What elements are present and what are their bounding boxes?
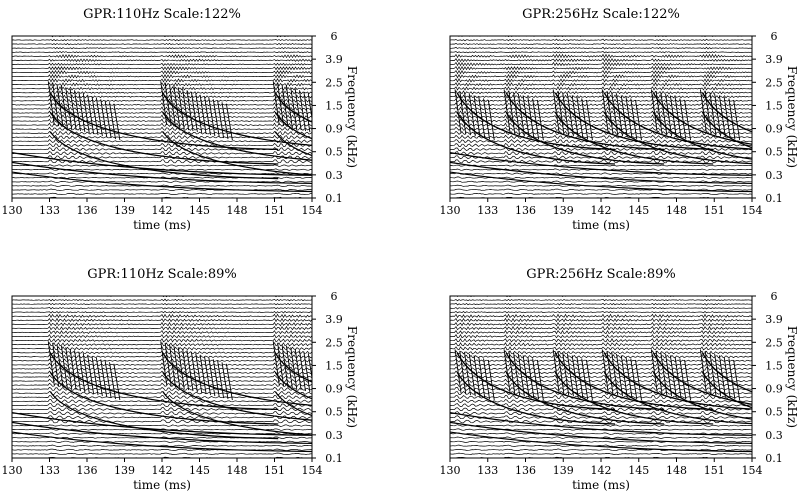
x-axis-label: time (ms) bbox=[572, 218, 630, 232]
x-tick-label: 145 bbox=[189, 204, 210, 217]
x-tick-label: 151 bbox=[704, 204, 725, 217]
x-tick-label: 130 bbox=[2, 464, 23, 477]
y-tick-label: 6 bbox=[331, 30, 338, 43]
x-tick-label: 133 bbox=[39, 464, 60, 477]
x-tick-label: 142 bbox=[591, 464, 612, 477]
low-frequency-traces bbox=[12, 412, 312, 453]
x-tick-label: 133 bbox=[477, 464, 498, 477]
y-tick-label: 3.9 bbox=[325, 313, 343, 326]
plot-area bbox=[450, 296, 752, 458]
y-tick-label: 1.5 bbox=[765, 99, 783, 112]
y-tick-label: 2.5 bbox=[325, 336, 343, 349]
y-tick-label: 0.9 bbox=[325, 383, 343, 396]
y-tick-label: 3.9 bbox=[765, 313, 783, 326]
y-tick-label: 2.5 bbox=[325, 76, 343, 89]
y-tick-label: 0.9 bbox=[325, 123, 343, 136]
y-tick-label: 1.5 bbox=[765, 359, 783, 372]
plot-area bbox=[450, 36, 752, 198]
x-tick-label: 139 bbox=[553, 204, 574, 217]
x-axis-label: time (ms) bbox=[572, 478, 630, 492]
x-tick-label: 136 bbox=[77, 204, 98, 217]
x-tick-label: 136 bbox=[515, 204, 536, 217]
x-tick-label: 148 bbox=[666, 464, 687, 477]
y-tick-label: 0.5 bbox=[325, 406, 343, 419]
chart-title: GPR:256Hz Scale:122% bbox=[522, 7, 680, 22]
x-tick-label: 154 bbox=[742, 204, 763, 217]
x-tick-label: 151 bbox=[264, 464, 285, 477]
y-tick-label: 0.1 bbox=[325, 452, 343, 465]
y-tick-label: 0.5 bbox=[765, 146, 783, 159]
chart-panel-1: GPR:110Hz Scale:122% 130 133 136 139 142 145 14… bbox=[2, 7, 360, 232]
chart-title: GPR:110Hz Scale:89% bbox=[87, 267, 237, 282]
chart-panel-3: GPR:110Hz Scale:89% 130 133 136 139 142 145 148… bbox=[2, 267, 360, 492]
y-tick-label: 3.9 bbox=[765, 53, 783, 66]
x-tick-label: 151 bbox=[264, 204, 285, 217]
x-tick-label: 130 bbox=[440, 464, 461, 477]
x-axis-label: time (ms) bbox=[133, 218, 191, 232]
y-tick-label: 6 bbox=[771, 290, 778, 303]
y-tick-label: 1.5 bbox=[325, 359, 343, 372]
y-tick-label: 0.9 bbox=[765, 383, 783, 396]
y-tick-label: 1.5 bbox=[325, 99, 343, 112]
y-tick-label: 2.5 bbox=[765, 76, 783, 89]
x-axis-label: time (ms) bbox=[133, 478, 191, 492]
x-tick-label: 148 bbox=[227, 464, 248, 477]
y-axis-label: Frequency (kHz) bbox=[785, 326, 799, 428]
x-tick-label: 145 bbox=[628, 204, 649, 217]
y-tick-label: 0.5 bbox=[765, 406, 783, 419]
y-tick-label: 0.1 bbox=[765, 452, 783, 465]
x-tick-label: 148 bbox=[666, 204, 687, 217]
pulse-structures bbox=[47, 81, 312, 180]
y-tick-label: 6 bbox=[771, 30, 778, 43]
x-tick-label: 145 bbox=[628, 464, 649, 477]
x-tick-label: 154 bbox=[302, 464, 323, 477]
y-tick-label: 0.3 bbox=[325, 429, 343, 442]
plot-area bbox=[12, 36, 312, 198]
chart-title: GPR:110Hz Scale:122% bbox=[83, 7, 241, 22]
y-tick-label: 0.3 bbox=[765, 429, 783, 442]
x-tick-label: 133 bbox=[39, 204, 60, 217]
y-axis-label: Frequency (kHz) bbox=[785, 66, 799, 168]
pulse-structures bbox=[454, 89, 752, 165]
y-tick-label: 2.5 bbox=[765, 336, 783, 349]
low-frequency-traces bbox=[450, 412, 752, 453]
y-tick-label: 0.5 bbox=[325, 146, 343, 159]
x-tick-label: 154 bbox=[302, 204, 323, 217]
low-frequency-traces bbox=[12, 152, 312, 193]
y-tick-label: 3.9 bbox=[325, 53, 343, 66]
x-tick-label: 136 bbox=[77, 464, 98, 477]
x-tick-label: 139 bbox=[553, 464, 574, 477]
x-tick-label: 136 bbox=[515, 464, 536, 477]
pulse-structures bbox=[454, 349, 752, 425]
x-tick-label: 139 bbox=[114, 464, 135, 477]
x-tick-label: 142 bbox=[591, 204, 612, 217]
x-tick-label: 139 bbox=[114, 204, 135, 217]
channel-traces bbox=[12, 296, 312, 458]
x-tick-label: 154 bbox=[742, 464, 763, 477]
x-tick-label: 145 bbox=[189, 464, 210, 477]
x-tick-label: 142 bbox=[152, 464, 173, 477]
y-axis-label: Frequency (kHz) bbox=[345, 326, 359, 428]
x-tick-label: 133 bbox=[477, 204, 498, 217]
x-tick-label: 148 bbox=[227, 204, 248, 217]
y-tick-label: 0.1 bbox=[765, 192, 783, 205]
x-tick-label: 130 bbox=[440, 204, 461, 217]
y-tick-label: 0.3 bbox=[325, 169, 343, 182]
y-axis-label: Frequency (kHz) bbox=[345, 66, 359, 168]
x-tick-label: 142 bbox=[152, 204, 173, 217]
pulse-structures bbox=[47, 341, 312, 440]
x-tick-label: 130 bbox=[2, 204, 23, 217]
low-frequency-traces bbox=[450, 152, 752, 193]
plot-area bbox=[12, 296, 312, 458]
y-tick-label: 0.1 bbox=[325, 192, 343, 205]
y-tick-label: 0.3 bbox=[765, 169, 783, 182]
chart-title: GPR:256Hz Scale:89% bbox=[526, 267, 676, 282]
chart-panel-2: GPR:256Hz Scale:122% 130 133 136 139 142 145 14… bbox=[440, 7, 800, 232]
x-tick-label: 151 bbox=[704, 464, 725, 477]
chart-panel-4: GPR:256Hz Scale:89% 130 133 136 139 142 145 148… bbox=[440, 267, 800, 492]
y-tick-label: 6 bbox=[331, 290, 338, 303]
y-tick-label: 0.9 bbox=[765, 123, 783, 136]
